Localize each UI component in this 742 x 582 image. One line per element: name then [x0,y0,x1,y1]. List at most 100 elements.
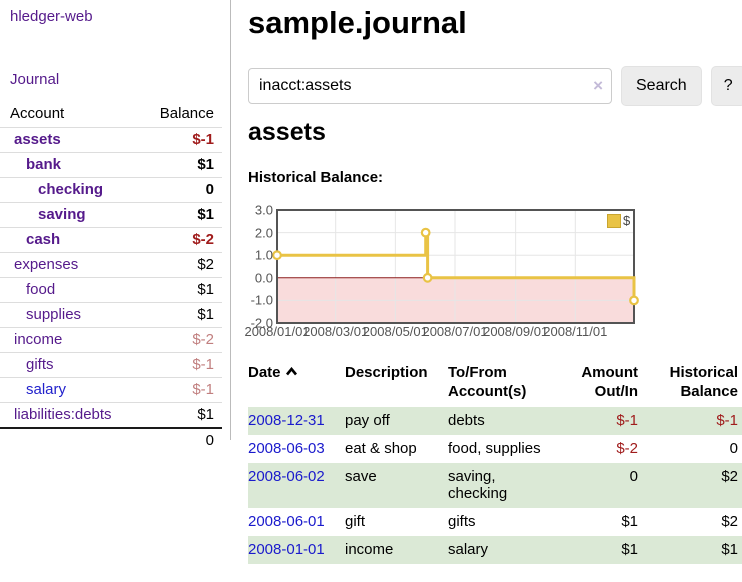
transaction-accounts-cell: gifts [448,513,476,530]
help-button[interactable]: ? [710,66,742,106]
transaction-date-link[interactable]: 2008-06-03 [248,440,325,457]
x-axis-tick-label: 2008/07/01 [422,324,488,339]
transaction-accounts-cell: debts [448,412,485,429]
account-balance: $-2 [134,327,222,353]
y-axis-tick-label: 0.0 [254,270,273,286]
account-cell: assets [0,127,135,153]
accounts-header-balance: Balance [159,105,214,122]
account-balance: $-1 [134,127,222,153]
transaction-date-link[interactable]: 2008-06-01 [248,513,325,530]
account-cell: expenses [0,252,135,278]
data-point [272,250,282,261]
search-button[interactable]: Search [621,66,702,106]
account-cell: checking [0,177,135,203]
account-link[interactable]: saving [38,206,86,223]
register-header-row: Date Description To/From Account(s) Amou… [248,360,742,407]
transaction-amount-cell: 0 [629,468,638,485]
accounts-total-row: 0 [0,427,222,453]
transaction-description-cell: save [345,468,377,485]
transaction-description-cell: pay off [345,412,390,429]
account-balance: $1 [134,152,222,178]
account-link[interactable]: cash [26,231,61,248]
account-heading: assets [248,118,326,146]
account-balance: $1 [134,402,222,428]
y-axis-tick-label: 1.0 [254,247,273,263]
x-axis-tick-label: 2008/01/01 [244,324,310,339]
sidebar: hledger-web Journal Account Balance asse… [0,0,231,453]
account-balance: $-1 [134,352,222,378]
chart-title: Historical Balance: [248,169,384,186]
account-row: checking 0 [0,177,222,203]
account-cell: cash [0,227,135,253]
register-row[interactable]: 2008-06-03 eat & shop food, supplies $-2 0 [248,435,742,463]
account-link[interactable]: liabilities:debts [14,406,112,423]
account-cell: liabilities:debts [0,402,135,428]
register-row[interactable]: 2008-06-02 save saving, checking 0 $2 [248,463,742,508]
account-link[interactable]: assets [14,131,61,148]
transaction-accounts-cell: saving, checking [448,468,508,502]
account-balance: $1 [134,202,222,228]
account-row: salary $-1 [0,377,222,403]
page-title: sample.journal [248,5,467,40]
search-box: × [248,66,612,104]
account-link[interactable]: income [14,331,63,348]
clear-search-icon[interactable]: × [593,76,603,95]
account-row: expenses $2 [0,252,222,278]
transaction-description-cell: gift [345,513,366,530]
account-row: food $1 [0,277,222,303]
transaction-date-link[interactable]: 2008-12-31 [248,412,325,429]
sort-ascending-icon [285,366,297,376]
y-axis-tick-label: -1.0 [250,292,273,308]
account-link[interactable]: food [26,281,56,298]
y-axis-tick-label: 2.0 [254,225,273,241]
accounts-total-balance: 0 [0,427,222,453]
date-header-label: Date [248,364,281,381]
account-row: assets $-1 [0,127,222,153]
account-cell: food [0,277,135,303]
search-input[interactable] [248,68,612,104]
account-link[interactable]: gifts [26,356,54,373]
account-balance: $1 [134,302,222,328]
transaction-date-link[interactable]: 2008-06-02 [248,468,325,485]
register-header-balance: Historical Balance [669,364,738,400]
data-point [629,295,639,306]
register-row[interactable]: 2008-01-01 income salary $1 $1 [248,536,742,564]
sidebar-item-journal[interactable]: Journal [10,71,60,88]
account-row: supplies $1 [0,302,222,328]
transaction-date-cell: 2008-06-02 [248,463,345,508]
transaction-balance-cell: $2 [721,513,738,530]
y-axis-tick-label: 3.0 [254,202,273,218]
transaction-balance-cell: $1 [721,541,738,558]
historical-balance-chart[interactable]: 3.0 2.0 1.0 0.0 -1.0 -2.0 2008/01/01 2008/03/01… [244,202,742,348]
account-cell: gifts [0,352,135,378]
account-balance: $-1 [134,377,222,403]
register-row[interactable]: 2008-12-31 pay off debts $-1 $-1 [248,407,742,435]
account-cell: supplies [0,302,135,328]
register-header-accounts: To/From Account(s) [448,364,527,400]
accounts-header-row: Account Balance [0,101,222,128]
transaction-balance-cell: $2 [721,468,738,485]
account-cell: salary [0,377,135,403]
account-balance: $-2 [134,227,222,253]
brand-link[interactable]: hledger-web [10,8,93,25]
transaction-amount-cell: $1 [621,513,638,530]
account-balance: 0 [134,177,222,203]
account-row: income $-2 [0,327,222,353]
account-link[interactable]: supplies [26,306,82,323]
transaction-accounts-cell: food, supplies [448,440,541,457]
transaction-date-link[interactable]: 2008-01-01 [248,541,325,558]
account-cell: saving [0,202,135,228]
account-cell: bank [0,152,135,178]
account-balance: $1 [134,277,222,303]
register-row[interactable]: 2008-06-01 gift gifts $1 $2 [248,508,742,536]
transaction-date-cell: 2008-12-31 [248,407,345,435]
account-link[interactable]: bank [26,156,62,173]
account-link[interactable]: checking [38,181,104,198]
x-axis-tick-label: 2008/11/01 [543,324,608,339]
register-header-date[interactable]: Date [248,360,345,407]
transaction-balance-cell: $-1 [716,412,738,429]
data-point [422,272,433,283]
register-header-description: Description [345,364,428,381]
account-link[interactable]: salary [26,381,67,398]
account-link[interactable]: expenses [14,256,79,273]
